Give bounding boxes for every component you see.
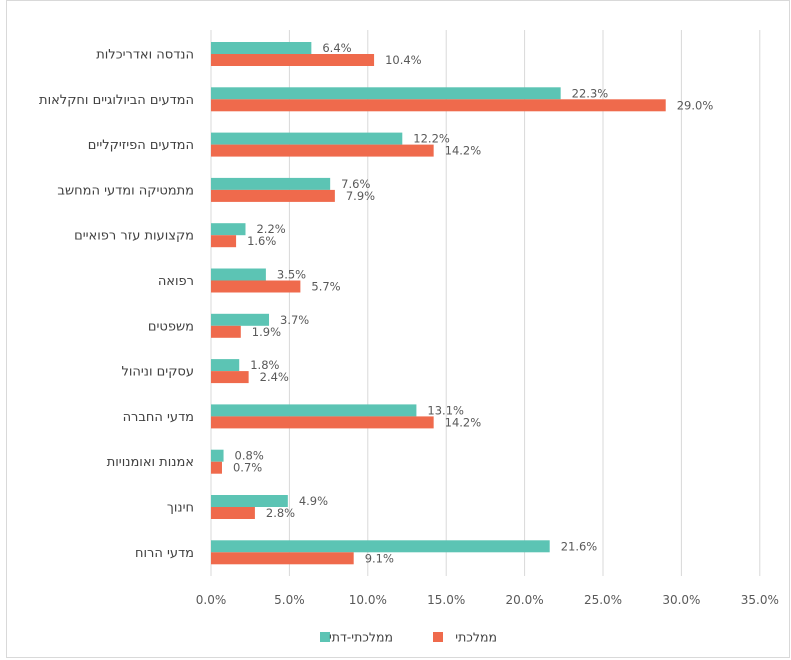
bar-series-2 <box>211 416 434 429</box>
data-label: 13.1% <box>427 403 464 417</box>
data-label: 3.5% <box>277 268 306 282</box>
bar-series-2 <box>211 325 241 338</box>
bar-series-1 <box>211 87 561 100</box>
category-label: מדעי החברה <box>123 410 194 425</box>
legend-label: ממלכתי-דתי <box>329 630 393 645</box>
data-label: 1.8% <box>250 358 279 372</box>
bar-series-1 <box>211 495 288 507</box>
bar-series-2 <box>211 371 249 384</box>
data-label: 14.2% <box>445 144 482 158</box>
category-label: המדעים הביולוגיים וחקלאות <box>39 93 194 108</box>
category-label: משפטים <box>148 319 194 334</box>
data-label: 0.7% <box>233 461 262 475</box>
category-label: המדעים הפיזיקליים <box>88 138 194 153</box>
bar-series-2 <box>211 507 255 519</box>
bar-series-1 <box>211 42 312 54</box>
legend-swatch <box>320 632 330 642</box>
labels: 0.0% 5.0% 10.0% 15.0% 20.0% 25.0% 30.0% 35.0% הנ… <box>39 41 779 607</box>
bar-series-1 <box>211 359 240 372</box>
x-tick-label: 5.0% <box>274 593 305 607</box>
x-tick-label: 20.0% <box>506 593 544 607</box>
x-tick-label: 10.0% <box>349 593 387 607</box>
legend-swatch <box>433 632 443 642</box>
category-label: רפואה <box>158 274 194 289</box>
bar-series-2 <box>211 461 222 474</box>
category-label: חינוך <box>167 501 194 516</box>
bar-series-2 <box>211 189 335 202</box>
data-label: 9.1% <box>365 551 394 565</box>
category-label: מקצועות עזר רפואיים <box>74 229 194 244</box>
x-tick-label: 0.0% <box>196 593 227 607</box>
bar-series-1 <box>211 313 270 326</box>
bar-series-2 <box>211 235 237 248</box>
bar-series-2 <box>211 144 434 157</box>
data-label: 7.6% <box>341 177 370 191</box>
data-label: 22.3% <box>572 86 609 100</box>
category-label: הנדסה ואדריכלות <box>96 48 194 63</box>
category-label: עסקים וניהול <box>121 365 194 380</box>
data-label: 2.4% <box>260 370 289 384</box>
data-label: 7.9% <box>346 189 375 203</box>
category-label: מדעי הרוח <box>135 546 194 561</box>
bars <box>211 42 666 565</box>
data-label: 2.2% <box>256 222 285 236</box>
x-tick-label: 35.0% <box>741 593 779 607</box>
legend-label: ממלכתי <box>455 630 497 645</box>
data-label: 5.7% <box>311 280 340 294</box>
gridlines <box>210 30 761 576</box>
category-label: מתמטיקה ומדעי המחשב <box>57 183 194 198</box>
bar-series-2 <box>211 552 354 565</box>
bar-series-1 <box>211 540 550 553</box>
bar-series-1 <box>211 449 224 462</box>
data-label: 21.6% <box>561 539 598 553</box>
data-label: 2.8% <box>266 506 295 520</box>
data-label: 3.7% <box>280 313 309 327</box>
bar-series-1 <box>211 223 246 236</box>
x-tick-label: 25.0% <box>584 593 622 607</box>
data-label: 1.9% <box>252 325 281 339</box>
bar-series-1 <box>211 177 331 190</box>
x-tick-label: 15.0% <box>427 593 465 607</box>
data-label: 10.4% <box>385 53 422 67</box>
category-label: אמנות ואומנויות <box>107 455 194 470</box>
x-tick-label: 30.0% <box>662 593 700 607</box>
data-label: 6.4% <box>322 41 351 55</box>
bar-series-1 <box>211 404 417 417</box>
bar-series-2 <box>211 280 301 293</box>
data-label: 0.8% <box>235 449 264 463</box>
legend: ממלכתי-דתי ממלכתי <box>320 630 497 645</box>
data-label: 1.6% <box>247 234 276 248</box>
bar-series-2 <box>211 54 375 66</box>
data-label: 12.2% <box>413 132 450 146</box>
data-label: 29.0% <box>677 98 714 112</box>
bar-series-1 <box>211 132 403 145</box>
data-label: 14.2% <box>445 415 482 429</box>
bar-series-2 <box>211 99 666 112</box>
data-label: 4.9% <box>299 494 328 508</box>
bar-series-1 <box>211 268 266 281</box>
